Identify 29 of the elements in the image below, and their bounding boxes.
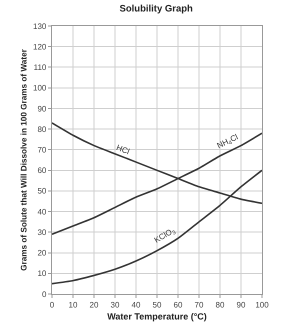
y-tick-label: 110 — [34, 63, 47, 72]
y-tick-label: 30 — [37, 228, 47, 237]
x-tick-label: 0 — [50, 300, 55, 310]
y-tick-label: 40 — [37, 207, 47, 216]
x-tick-label: 50 — [152, 300, 162, 310]
x-tick-label: 40 — [132, 300, 141, 310]
x-tick-label: 80 — [216, 300, 225, 310]
x-tick-label: 30 — [110, 300, 120, 310]
y-tick-label: 60 — [37, 166, 47, 176]
y-tick-label: 80 — [37, 124, 47, 134]
y-tick-label: 50 — [37, 186, 47, 196]
x-tick-label: 90 — [236, 300, 246, 310]
y-tick-label: 100 — [33, 84, 47, 93]
y-tick-label: 130 — [33, 22, 47, 31]
y-tick-label: 10 — [37, 269, 47, 278]
y-tick-label: 0 — [42, 290, 47, 299]
y-tick-label: 90 — [37, 104, 47, 114]
x-axis-title: Water Temperature (°C) — [107, 311, 207, 322]
text: HCl — [114, 142, 131, 156]
x-tick-label: 60 — [174, 300, 183, 310]
y-tick-label: 120 — [33, 42, 47, 52]
x-tick-label: 100 — [255, 300, 270, 310]
x-tick-label: 10 — [68, 300, 78, 310]
y-axis-title: Grams of Solute that Will Dissolve in 100 Grams of Water — [20, 48, 29, 271]
x-tick-label: 20 — [90, 300, 99, 310]
y-tick-label: 70 — [37, 145, 47, 154]
chart-title: Solubility Graph — [120, 4, 194, 15]
x-tick-label: 70 — [194, 300, 204, 310]
y-tick-label: 20 — [37, 248, 47, 258]
